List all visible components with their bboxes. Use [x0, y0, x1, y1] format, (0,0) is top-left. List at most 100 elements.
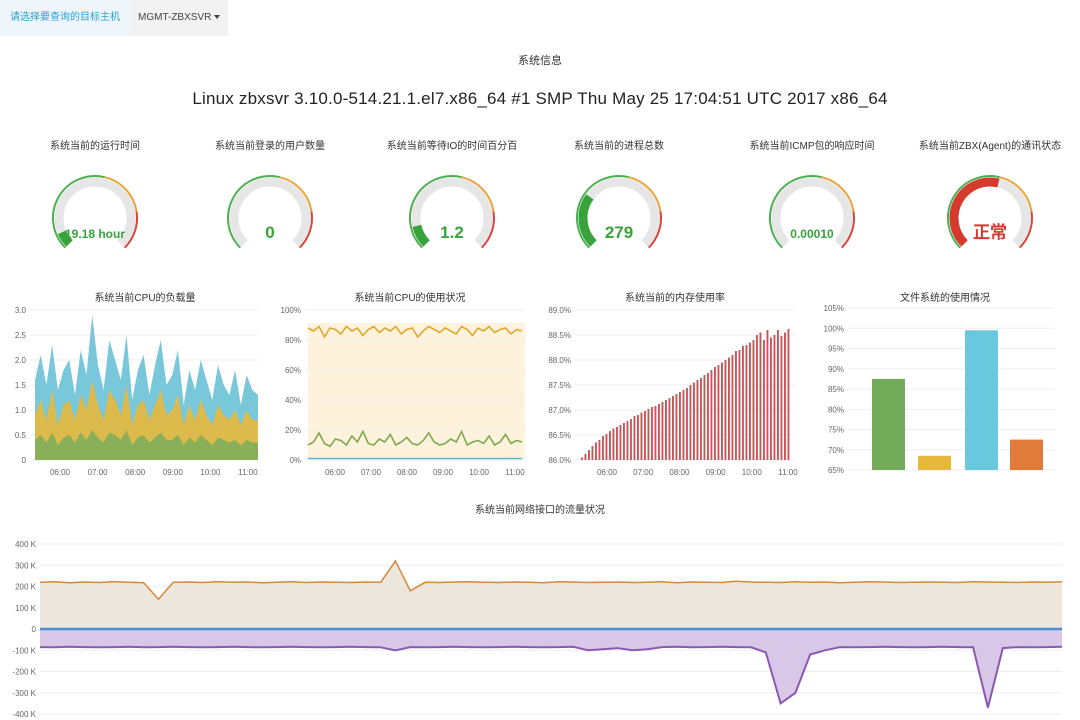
gauge-threshold-red: [1018, 211, 1033, 249]
mem-usage-bar: [619, 425, 622, 460]
y-tick-label: 400 K: [15, 540, 37, 549]
mem-usage-bar: [787, 329, 790, 460]
mem-usage-bar: [717, 365, 720, 460]
x-tick-label: 09:00: [163, 468, 184, 477]
gauge-fill: [578, 194, 597, 247]
y-tick-label: 2.5: [15, 331, 27, 340]
mem-usage-bar: [675, 394, 678, 460]
gauge-threshold-green: [576, 175, 630, 249]
y-tick-label: 3.0: [15, 306, 27, 315]
gauge-threshold-red: [840, 211, 855, 249]
x-tick-label: 10:00: [742, 468, 763, 477]
x-tick-label: 07:00: [361, 468, 382, 477]
y-tick-label: 80%: [828, 405, 844, 414]
fs-usage-bar: [965, 330, 998, 470]
mem-usage-bar: [689, 385, 692, 460]
x-tick-label: 10:00: [469, 468, 490, 477]
mem-usage-bar: [682, 390, 685, 460]
mem-usage-bar: [602, 436, 604, 460]
y-tick-label: 0.5: [15, 431, 27, 440]
mem-usage-bar: [584, 454, 587, 460]
mem-usage-bar: [630, 419, 632, 460]
host-picker-button[interactable]: 请选择要查询的目标主机: [0, 0, 130, 36]
y-tick-label: 1.5: [15, 381, 27, 390]
fs-usage-bar: [918, 455, 951, 470]
gauge-value: 正常: [973, 222, 1007, 242]
gauge: 1.2: [409, 175, 495, 249]
y-tick-label: -100 K: [12, 646, 36, 655]
x-tick-label: 06:00: [325, 468, 346, 477]
y-tick-label: 1.0: [15, 406, 27, 415]
mem-usage-bar: [591, 446, 594, 460]
mem-usage-bar: [777, 330, 779, 460]
y-tick-label: 105%: [824, 304, 844, 313]
mem-usage-bar: [661, 402, 664, 460]
cpu-load-area-2: [35, 430, 258, 460]
gauge: 0: [227, 175, 313, 249]
y-tick-label: 90%: [828, 365, 844, 374]
y-tick-label: 100%: [824, 324, 844, 333]
gauge-title: 系统当前ICMP包的响应时间: [749, 141, 875, 152]
gauge: 0.00010: [769, 175, 855, 249]
mem-usage-chart: 89.0% 88.5% 88.0% 87.5% 87.0% 86.5% 86.0% 06:00…: [548, 306, 798, 477]
mem-usage-bar: [672, 396, 674, 460]
mem-usage-bar: [651, 407, 653, 460]
x-tick-label: 06:00: [597, 468, 618, 477]
mem-usage-bar: [598, 440, 601, 460]
topbar: 请选择要查询的目标主机 MGMT-ZBXSVR: [0, 0, 229, 36]
net-area-out: [40, 629, 1062, 708]
mem-usage-bar: [721, 362, 723, 460]
gauge-value: 1.2: [440, 223, 464, 242]
x-tick-label: 08:00: [125, 468, 146, 477]
sysinfo-title: 系统信息: [518, 55, 562, 67]
mem-usage-bar: [714, 367, 716, 460]
y-tick-label: 86.0%: [548, 456, 571, 465]
gauge-threshold-orange: [821, 176, 855, 212]
y-tick-label: 0: [32, 625, 37, 634]
mem-usage-bar: [605, 434, 608, 460]
gauge-threshold-green: [409, 175, 463, 249]
mem-usage-bar: [640, 412, 643, 460]
chevron-down-icon: [214, 15, 221, 20]
host-select-label: MGMT-ZBXSVR: [138, 12, 212, 23]
gauge-threshold-green: [769, 175, 823, 249]
host-select-dropdown[interactable]: MGMT-ZBXSVR: [130, 0, 229, 36]
mem-usage-bar: [654, 406, 657, 460]
mem-usage-bar: [784, 332, 786, 460]
gauge-threshold-orange: [999, 176, 1033, 212]
mem-usage-bar: [752, 340, 755, 460]
y-tick-label: 0%: [289, 456, 301, 465]
cpu-usage-line-0: [307, 325, 523, 339]
y-tick-label: 95%: [828, 345, 844, 354]
mem-usage-bar: [770, 337, 772, 460]
mem-usage-bar: [756, 335, 758, 460]
gauge-fill: [412, 224, 430, 247]
x-tick-label: 11:00: [778, 468, 798, 477]
y-tick-label: 40%: [285, 396, 301, 405]
mem-usage-bar: [616, 427, 618, 460]
x-tick-label: 08:00: [669, 468, 690, 477]
y-tick-label: 80%: [285, 336, 301, 345]
mem-usage-bar: [595, 442, 597, 460]
cpu-usage-fill-bg: [308, 323, 525, 460]
gauge-threshold-red: [123, 211, 138, 249]
y-tick-label: 89.0%: [548, 306, 571, 315]
gauge-threshold-orange: [279, 176, 313, 212]
cpu-load-title: 系统当前CPU的负载量: [94, 293, 196, 304]
mem-usage-bar: [759, 332, 762, 460]
net-line-out: [39, 645, 1063, 708]
y-tick-label: -300 K: [12, 689, 36, 698]
gauge-track: [411, 177, 493, 247]
net-traffic-chart: 400 K 300 K 200 K 100 K 0 -100 K -200 K -300 K -…: [12, 540, 1063, 719]
mem-usage-bar: [612, 428, 615, 460]
net-traffic-title: 系统当前网络接口的流量状况: [475, 505, 605, 516]
x-tick-label: 11:00: [505, 468, 525, 477]
y-tick-label: 75%: [828, 426, 844, 435]
mem-usage-bar: [707, 373, 709, 460]
x-tick-label: 07:00: [88, 468, 109, 477]
mem-usage-bar: [735, 351, 737, 460]
x-tick-label: 09:00: [433, 468, 454, 477]
gauge: 正常: [947, 175, 1033, 249]
mem-usage-bar: [588, 450, 590, 460]
mem-usage-bar: [626, 421, 629, 460]
